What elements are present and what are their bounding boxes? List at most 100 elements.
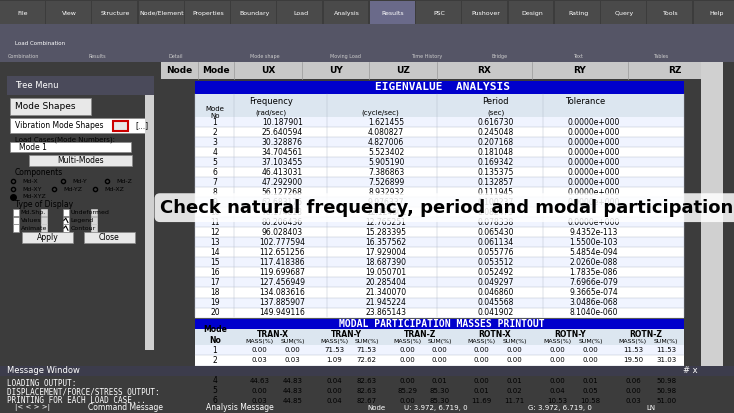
FancyBboxPatch shape [195, 157, 683, 167]
Text: Mode 1: Mode 1 [19, 142, 47, 152]
Text: 0.00: 0.00 [399, 377, 415, 384]
Text: 12.124801: 12.124801 [366, 208, 407, 217]
Text: 0.00: 0.00 [506, 368, 523, 373]
Text: Moving Load: Moving Load [330, 55, 361, 59]
Text: Md-XZ: Md-XZ [104, 187, 124, 192]
FancyBboxPatch shape [13, 225, 19, 232]
Text: 10.187901: 10.187901 [262, 118, 302, 127]
FancyBboxPatch shape [195, 386, 683, 396]
Text: Structure: Structure [101, 10, 131, 16]
FancyBboxPatch shape [195, 197, 683, 207]
FancyBboxPatch shape [195, 396, 683, 406]
Text: (rad/sec): (rad/sec) [255, 109, 286, 116]
FancyBboxPatch shape [195, 117, 683, 127]
Text: Analysis Message: Analysis Message [206, 404, 273, 412]
Text: Undeformed: Undeformed [70, 210, 109, 215]
Text: Vibration Mode Shapes: Vibration Mode Shapes [15, 121, 103, 130]
Text: 0.00: 0.00 [506, 358, 523, 363]
FancyBboxPatch shape [195, 108, 683, 116]
Text: 4: 4 [212, 148, 217, 157]
Text: 80.206436: 80.206436 [261, 218, 302, 227]
Text: Close: Close [99, 233, 120, 242]
Text: 44.83: 44.83 [283, 377, 303, 384]
Text: 1.09: 1.09 [327, 358, 342, 363]
Text: 0.207168: 0.207168 [478, 138, 514, 147]
Text: 9.98: 9.98 [327, 368, 342, 373]
FancyBboxPatch shape [13, 209, 19, 216]
Text: 4: 4 [212, 376, 217, 385]
FancyBboxPatch shape [13, 217, 19, 224]
Text: 0.01: 0.01 [473, 387, 489, 394]
FancyBboxPatch shape [195, 177, 683, 188]
Text: EIGENVALUE  ANALYSIS: EIGENVALUE ANALYSIS [375, 83, 509, 93]
Text: 0.111945: 0.111945 [478, 188, 514, 197]
Text: 0.00: 0.00 [252, 387, 267, 394]
Text: 0.0000e+000: 0.0000e+000 [567, 128, 620, 137]
Text: 7.386863: 7.386863 [368, 168, 404, 177]
Text: 9: 9 [212, 198, 217, 207]
Text: 7.6966e-079: 7.6966e-079 [570, 278, 618, 287]
Text: 10.53: 10.53 [547, 398, 567, 404]
Text: Apply: Apply [37, 233, 59, 242]
Text: 21.340070: 21.340070 [366, 288, 407, 297]
Text: 0.03: 0.03 [252, 398, 267, 404]
Text: Md-XY: Md-XY [22, 187, 42, 192]
Text: Legend: Legend [70, 218, 94, 223]
Text: 37.103455: 37.103455 [261, 158, 303, 167]
Text: 18.687390: 18.687390 [366, 258, 407, 267]
Text: Components: Components [15, 168, 63, 177]
Text: 0.00: 0.00 [506, 347, 523, 354]
Text: LOADING OUTPUT:: LOADING OUTPUT: [7, 379, 77, 388]
Text: 1.621455: 1.621455 [368, 118, 404, 127]
Text: 0.04: 0.04 [327, 398, 342, 404]
Text: SUM(%): SUM(%) [578, 339, 603, 344]
Text: (cycle/sec): (cycle/sec) [362, 109, 399, 116]
Text: Tolerance: Tolerance [565, 97, 606, 106]
Text: Frequency: Frequency [249, 97, 293, 106]
Text: 16.357562: 16.357562 [366, 238, 407, 247]
Text: 19.50: 19.50 [623, 358, 643, 363]
Text: 0.00: 0.00 [399, 398, 415, 404]
FancyBboxPatch shape [277, 1, 322, 25]
Text: 12.765251: 12.765251 [366, 218, 407, 227]
Text: 44.63: 44.63 [250, 377, 269, 384]
Text: 0.0000e+000: 0.0000e+000 [567, 158, 620, 167]
FancyBboxPatch shape [139, 1, 184, 25]
Text: 0.00: 0.00 [549, 358, 565, 363]
Text: Load Cases(Mode Numbers):: Load Cases(Mode Numbers): [15, 137, 115, 143]
FancyBboxPatch shape [416, 1, 461, 25]
Text: 25.640594: 25.640594 [261, 128, 303, 137]
Text: 5.523402: 5.523402 [368, 148, 404, 157]
Text: 137.885907: 137.885907 [259, 298, 305, 307]
Text: 0.01: 0.01 [432, 377, 447, 384]
Text: 2: 2 [212, 356, 217, 365]
Text: Boundary: Boundary [239, 10, 269, 16]
FancyBboxPatch shape [10, 97, 91, 115]
Text: 2.0260e-088: 2.0260e-088 [570, 258, 618, 267]
Text: 50.98: 50.98 [656, 377, 676, 384]
Text: 56.127268: 56.127268 [262, 188, 302, 197]
FancyBboxPatch shape [195, 329, 683, 345]
Text: Query: Query [614, 10, 634, 16]
Text: RX: RX [477, 66, 491, 75]
Text: 119.699687: 119.699687 [259, 268, 305, 277]
Text: Rating: Rating [568, 10, 588, 16]
Text: 117.418386: 117.418386 [259, 258, 305, 267]
Text: 0.181048: 0.181048 [478, 148, 514, 157]
Text: 0.0000e+000: 0.0000e+000 [567, 168, 620, 177]
Text: SUM(%): SUM(%) [654, 339, 678, 344]
Text: View: View [62, 10, 77, 16]
Text: RZ: RZ [669, 66, 682, 75]
Text: 0.06: 0.06 [625, 377, 641, 384]
Text: Md-Z: Md-Z [116, 179, 132, 184]
Text: 149.949116: 149.949116 [259, 308, 305, 317]
Text: 11.53: 11.53 [656, 347, 676, 354]
Text: 4.827006: 4.827006 [368, 138, 404, 147]
Text: 19.89: 19.89 [622, 368, 643, 373]
FancyBboxPatch shape [185, 1, 230, 25]
Text: 47.292900: 47.292900 [261, 178, 302, 187]
Text: Command Message: Command Message [88, 404, 163, 412]
Text: G: 3.972, 6.719, 0: G: 3.972, 6.719, 0 [528, 405, 592, 411]
Text: 0.00: 0.00 [473, 347, 489, 354]
Text: 19.050701: 19.050701 [366, 268, 407, 277]
